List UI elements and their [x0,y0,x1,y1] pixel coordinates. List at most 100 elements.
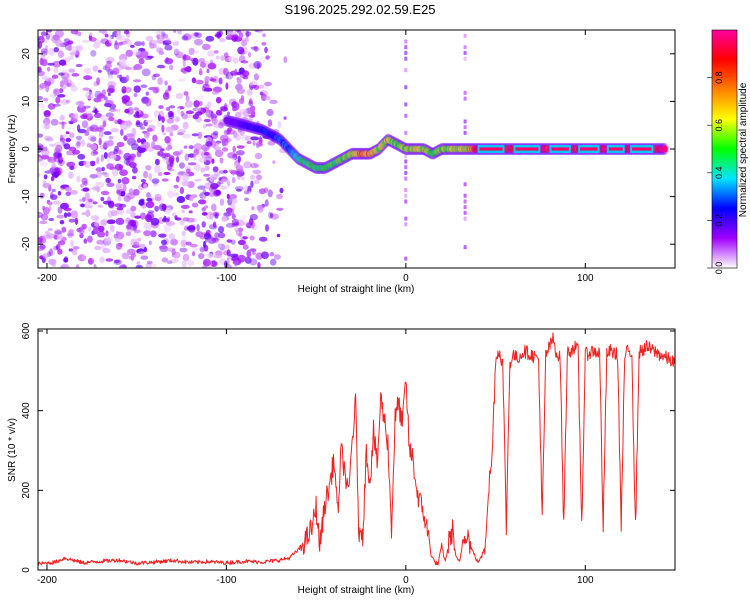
noise-blob [209,212,214,220]
noise-blob [89,160,96,167]
noise-blob [51,188,56,193]
noise-blob [83,238,88,244]
noise-blob [207,50,215,57]
carrier-core [580,147,598,151]
noise-blob [153,144,163,151]
noise-blob [213,130,219,136]
noise-blob [204,165,210,172]
noise-blob [41,76,51,80]
noise-blob [101,166,105,172]
noise-blob [107,92,111,97]
noise-blob [213,172,220,177]
colorbar-ticks: 0.0 0.2 0.4 0.6 0.8 [707,71,724,274]
snr-y-ticks: 0 200 400 600 [21,322,675,573]
noise-blob [131,175,137,180]
noise-blob [211,203,217,212]
noise-blob [175,92,184,100]
noise-blob [51,162,56,170]
noise-blob [212,221,217,228]
noise-blob [125,74,130,82]
streak-cell [463,193,467,198]
noise-blob [220,178,228,183]
noise-blob [210,260,218,267]
noise-blob [106,60,112,65]
noise-blob [47,228,53,232]
noise-blob [53,246,59,251]
x-tick-label: 100 [577,575,594,586]
noise-blob [218,226,225,233]
noise-blob [181,180,190,187]
noise-blob [155,86,160,94]
streak-cell [463,90,467,95]
noise-blob [234,186,244,191]
noise-blob [227,152,236,159]
noise-blob [191,77,197,84]
noise-blob [166,164,173,171]
noise-blob [42,207,51,215]
noise-blob [96,156,100,165]
noise-blob [121,252,130,260]
colorbar-tick-label: 0.0 [714,262,724,275]
noise-blob [225,34,235,40]
noise-blob [100,38,109,45]
noise-blob [48,201,53,206]
noise-blob [240,176,246,181]
noise-blob [83,160,89,166]
noise-blob [208,237,217,244]
noise-blob [193,100,200,108]
noise-blob [53,88,61,95]
noise-blob [129,220,135,226]
noise-blob [198,101,203,106]
noise-blob [195,107,202,112]
noise-blob [133,85,141,93]
noise-blob [229,194,238,200]
noise-blob [108,116,115,122]
noise-blob [253,73,259,81]
noise-blob [236,77,242,84]
noise-blob [189,243,198,248]
noise-blob [94,220,99,227]
noise-blob [165,208,172,214]
noise-blob [242,70,250,77]
noise-blob [120,122,128,131]
noise-blob [49,194,58,201]
noise-blob [93,226,99,235]
noise-blob [104,63,112,69]
noise-blob [167,260,173,265]
noise-blob [43,110,51,118]
noise-blob [88,257,94,265]
noise-blob [104,96,108,101]
noise-blob [72,246,80,250]
noise-blob [131,143,139,151]
noise-blob [102,247,111,254]
noise-blob [136,248,145,254]
noise-blob [68,68,76,73]
noise-blob [110,210,118,217]
noise-blob [236,173,241,180]
noise-blob [136,261,141,265]
noise-region [38,30,288,268]
noise-blob [141,96,149,105]
noise-blob [164,136,171,144]
noise-blob [175,117,181,122]
noise-blob [142,222,149,228]
noise-blob [161,124,165,133]
noise-blob [220,106,227,110]
noise-blob [143,230,152,237]
noise-blob [165,126,175,133]
noise-blob [181,230,187,237]
noise-blob [198,58,205,63]
noise-blob [226,249,231,257]
noise-blob [269,252,275,257]
noise-blob [118,164,123,171]
noise-blob [96,187,100,193]
noise-blob [172,212,176,217]
noise-blob [140,50,148,59]
noise-blob [89,32,93,36]
noise-blob [177,78,186,82]
noise-blob [38,133,44,138]
noise-blob [190,33,198,39]
streak-cell [404,256,408,261]
noise-blob [187,162,197,166]
colorbar-tick-label: 0.6 [714,119,724,132]
